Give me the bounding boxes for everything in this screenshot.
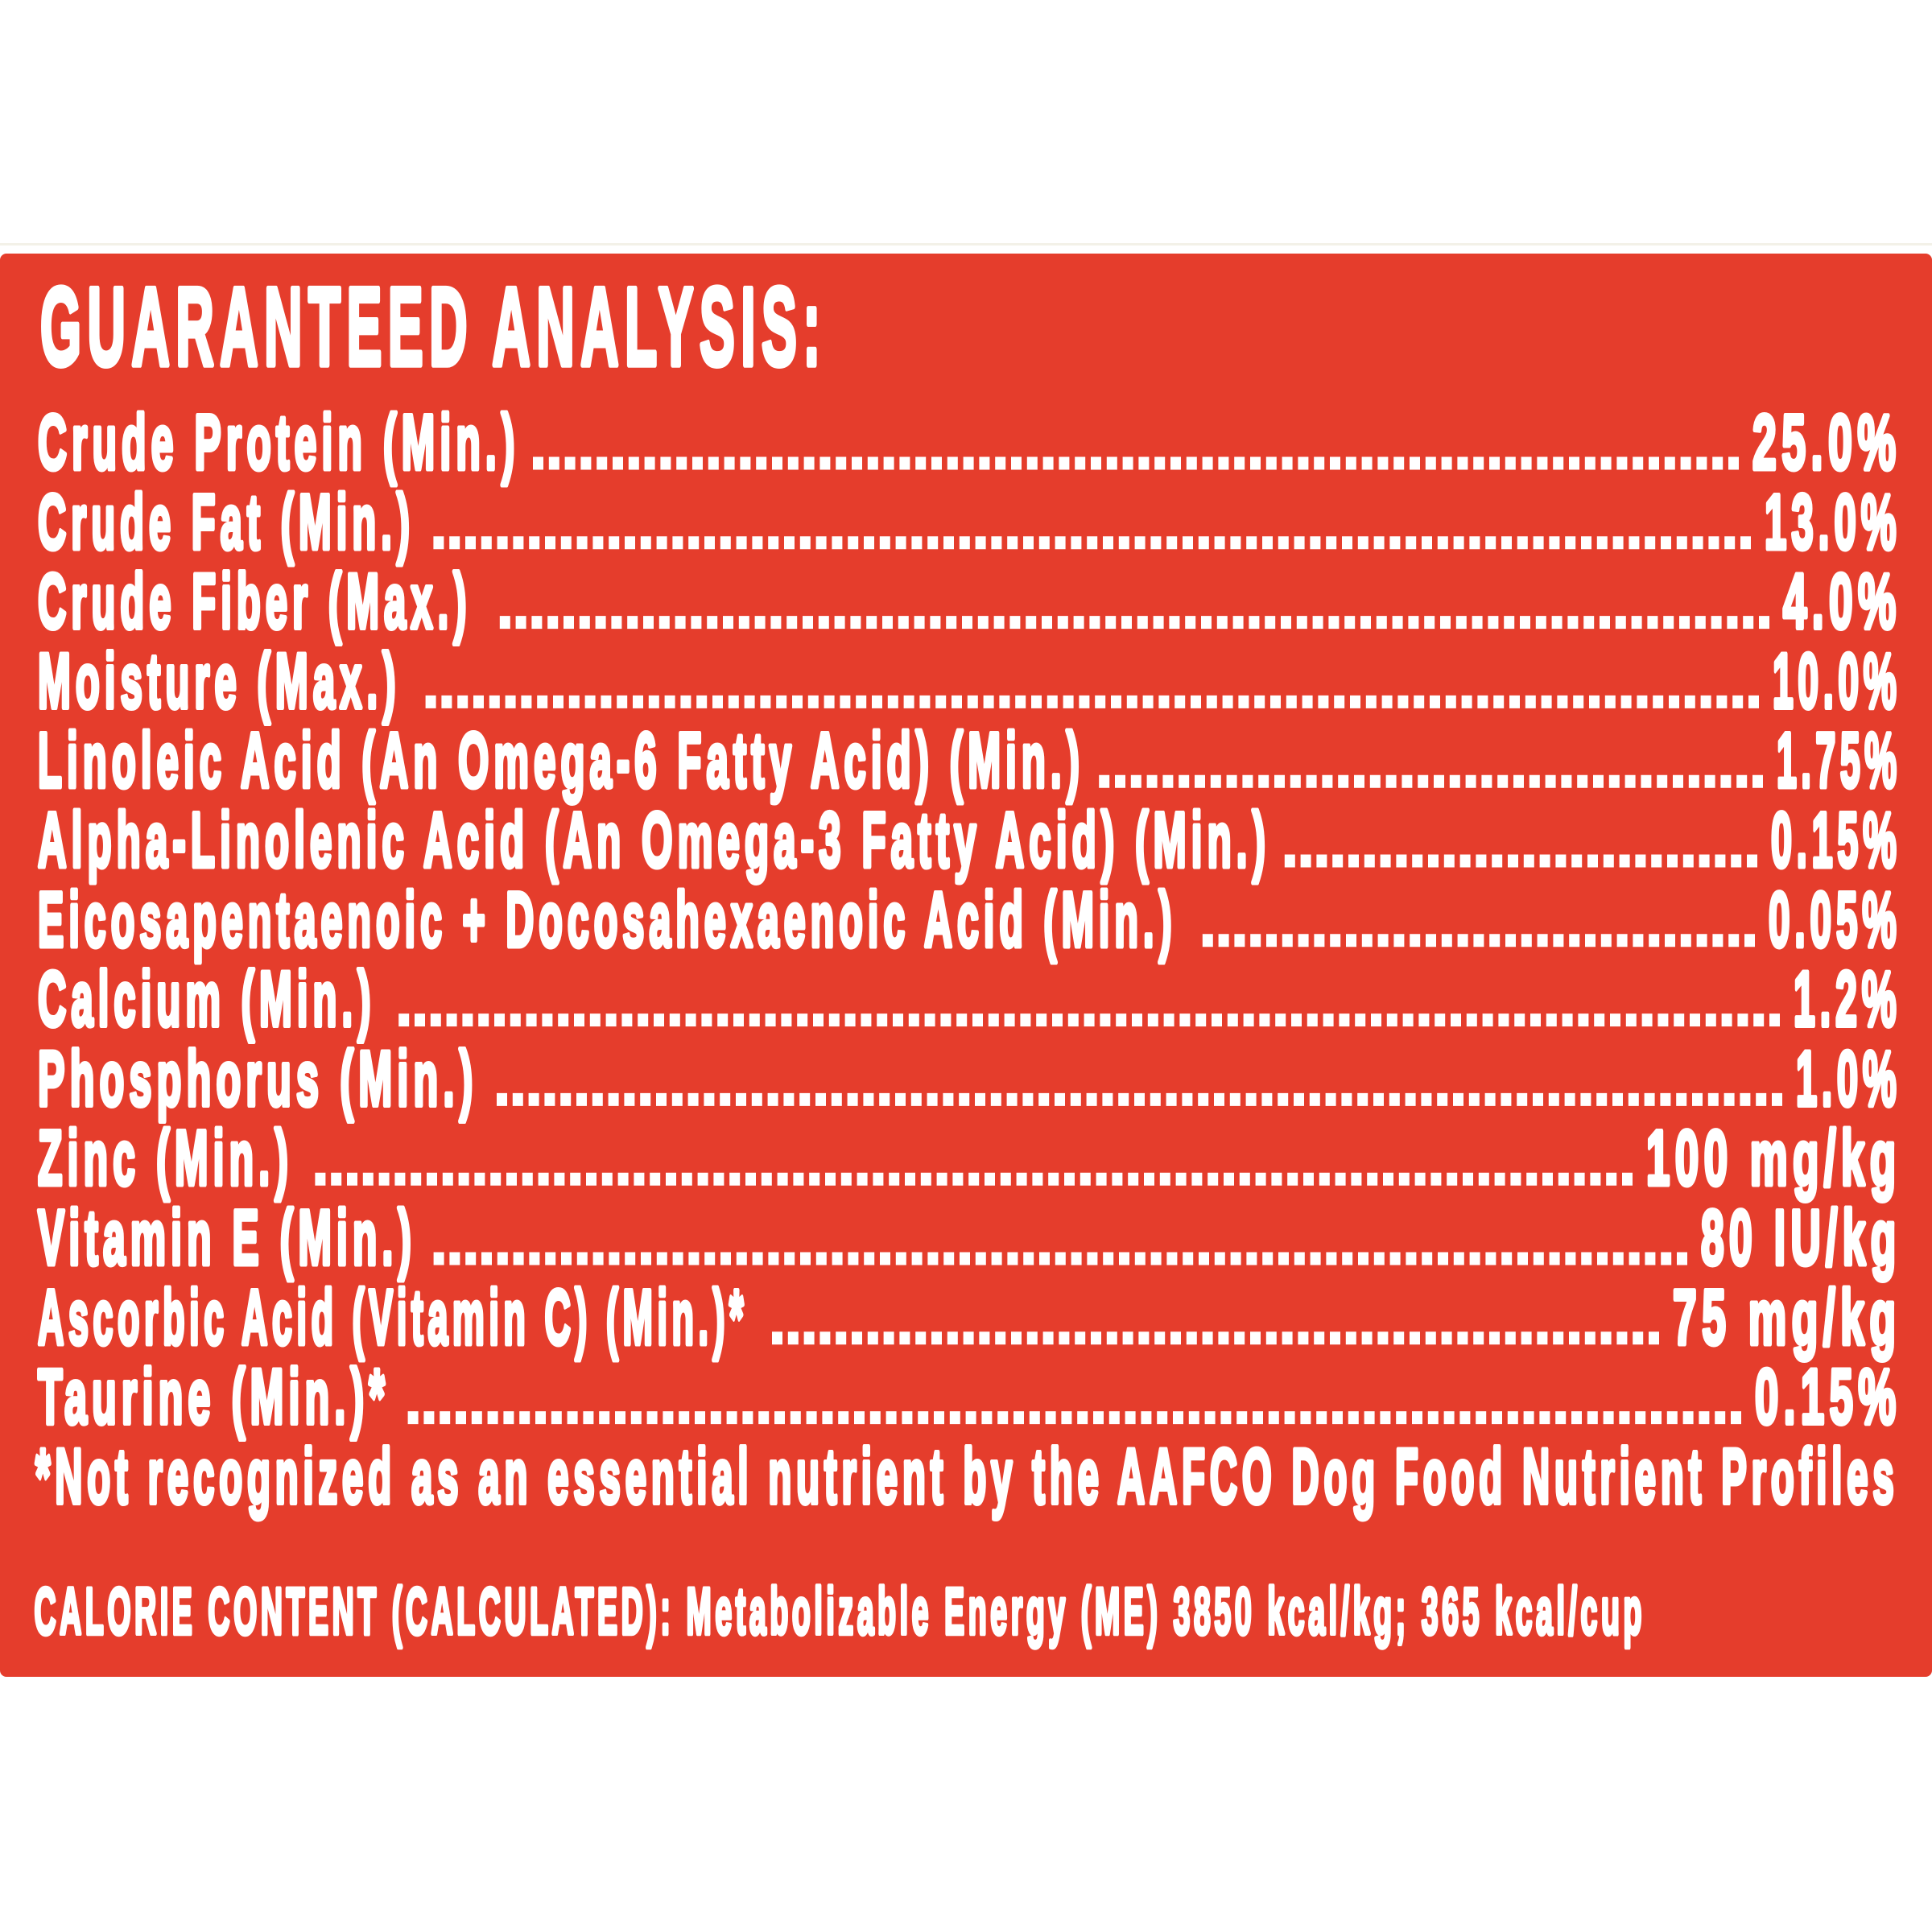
- svg-text:Crude Fiber (Max.): Crude Fiber (Max.): [38, 558, 472, 645]
- svg-text:Vitamin E (Min.): Vitamin E (Min.): [38, 1195, 416, 1282]
- svg-text:100 mg/kg: 100 mg/kg: [1646, 1115, 1901, 1202]
- svg-text:Ascorbic Acid (Vitamin C) (Min: Ascorbic Acid (Vitamin C) (Min.)*: [38, 1274, 748, 1360]
- svg-text:4.0%: 4.0%: [1783, 558, 1901, 645]
- svg-text:0.15%: 0.15%: [1755, 1353, 1901, 1440]
- svg-text:Crude Fat (Min.): Crude Fat (Min.): [38, 478, 415, 565]
- svg-text:Linoleic Acid (An Omega-6 Fatt: Linoleic Acid (An Omega-6 Fatty Acid) (M…: [38, 717, 1084, 804]
- svg-text:25.0%: 25.0%: [1752, 399, 1901, 486]
- svg-text:1.0%: 1.0%: [1796, 1035, 1901, 1122]
- svg-text:Calcium (Min.): Calcium (Min.): [38, 956, 376, 1042]
- svg-text:Phosphorus (Min.): Phosphorus (Min.): [38, 1035, 478, 1122]
- svg-text:1.2%: 1.2%: [1794, 956, 1901, 1042]
- svg-text:*Not recognized as an essentia: *Not recognized as an essential nutrient…: [35, 1433, 1899, 1520]
- svg-text:Crude Protein (Min.): Crude Protein (Min.): [38, 399, 520, 486]
- svg-text:0.15%: 0.15%: [1771, 797, 1901, 884]
- svg-text:75 mg/kg: 75 mg/kg: [1673, 1274, 1901, 1360]
- svg-text:Moisture (Max.): Moisture (Max.): [38, 638, 401, 724]
- svg-text:80 IU/kg: 80 IU/kg: [1701, 1195, 1901, 1282]
- svg-text:13.0%: 13.0%: [1765, 478, 1901, 565]
- svg-text:1.75%: 1.75%: [1777, 717, 1901, 804]
- svg-text:Taurine (Min.)*: Taurine (Min.)*: [38, 1353, 390, 1440]
- svg-text:GUARANTEED ANALYSIS:: GUARANTEED ANALYSIS:: [40, 265, 827, 389]
- svg-text:0.05%: 0.05%: [1769, 876, 1901, 963]
- svg-text:Alpha-Linolenic Acid (An Omega: Alpha-Linolenic Acid (An Omega-3 Fatty A…: [38, 797, 1270, 884]
- svg-text:10.0%: 10.0%: [1773, 638, 1901, 724]
- svg-text:Eicosapentaenoic + Docosahexae: Eicosapentaenoic + Docosahexaenoic Acid …: [38, 876, 1177, 963]
- svg-text:Zinc (Min.): Zinc (Min.): [38, 1115, 293, 1202]
- svg-text:CALORIE CONTENT (CALCULATED):: CALORIE CONTENT (CALCULATED): Metaboliza…: [35, 1575, 1646, 1649]
